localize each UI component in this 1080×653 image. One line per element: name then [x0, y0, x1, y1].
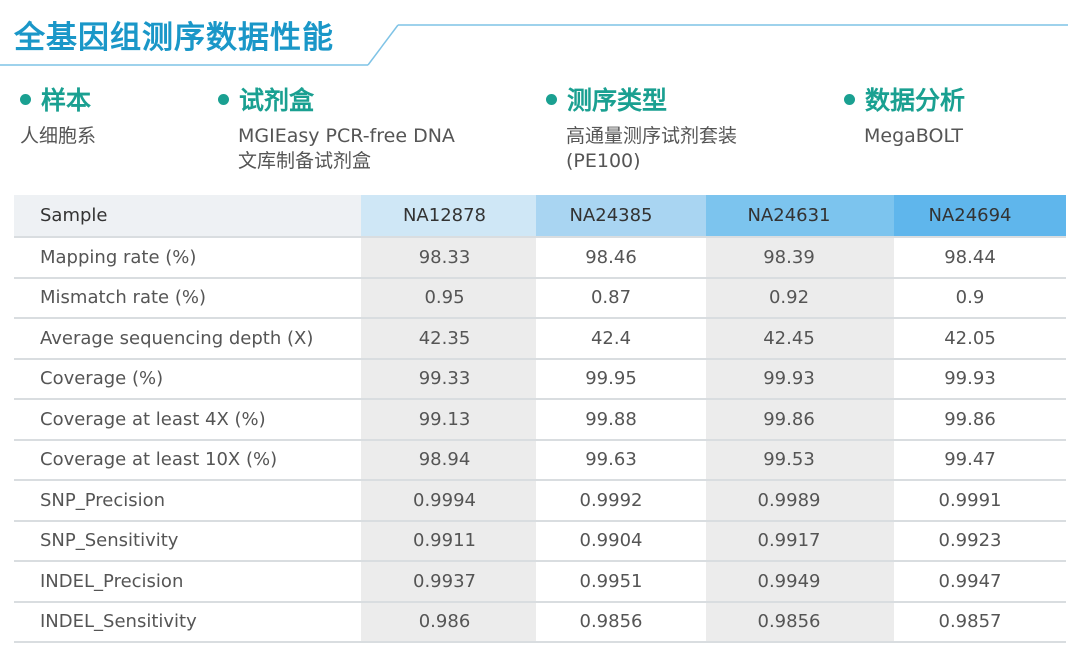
bullet-dot-icon — [218, 93, 229, 105]
table-row-label: INDEL_Precision — [14, 562, 361, 601]
info-sequencing-type-label: 测序类型 — [567, 86, 668, 115]
table-cell: 0.95 — [361, 278, 536, 317]
info-sequencing-type: 测序类型 高通量测序试剂套装 (PE100) — [546, 82, 737, 174]
table-cell: 99.86 — [894, 400, 1066, 439]
table-cell: 42.45 — [706, 319, 894, 358]
table-row-label: Mapping rate (%) — [14, 238, 361, 277]
info-data-analysis: 数据分析 MegaBOLT — [844, 82, 965, 149]
info-sequencing-type-line: 高通量测序试剂套装 — [566, 125, 738, 147]
table-row: SNP_Precision 0.9994 0.9992 0.9989 0.9991 — [14, 481, 1066, 522]
table-cell: 99.95 — [536, 359, 706, 398]
page-title: 全基因组测序数据性能 — [14, 20, 334, 56]
performance-table: Sample NA12878 NA24385 NA24631 NA24694 M… — [14, 195, 1066, 643]
table-row: Coverage at least 4X (%) 99.13 99.88 99.86 9… — [14, 400, 1066, 441]
table-header-cell: Sample — [14, 195, 361, 236]
table-row-label: SNP_Sensitivity — [14, 521, 361, 560]
table-cell: 0.9994 — [361, 481, 536, 520]
info-data-analysis-value: MegaBOLT — [844, 124, 965, 149]
table-cell: 0.9917 — [706, 521, 894, 560]
info-sample: 样本 人细胞系 — [20, 82, 96, 149]
table-row: INDEL_Precision 0.9937 0.9951 0.9949 0.9947 — [14, 562, 1066, 603]
table-cell: 99.13 — [361, 400, 536, 439]
info-data-analysis-label: 数据分析 — [865, 86, 966, 115]
title-underline-decoration — [0, 24, 1068, 66]
table-row-label: Mismatch rate (%) — [14, 278, 361, 317]
info-kit-value: MGIEasy PCR-free DNA 文库制备试剂盒 — [218, 124, 455, 174]
table-row: Coverage at least 10X (%) 98.94 99.63 99.53… — [14, 440, 1066, 481]
info-sample-value: 人细胞系 — [20, 124, 96, 149]
table-cell: 0.9923 — [894, 521, 1066, 560]
table-cell: 99.33 — [361, 359, 536, 398]
table-cell: 98.46 — [536, 238, 706, 277]
table-header-cell: NA24385 — [536, 195, 706, 236]
table-cell: 98.39 — [706, 238, 894, 277]
table-cell: 99.93 — [894, 359, 1066, 398]
table-cell: 0.9937 — [361, 562, 536, 601]
table-cell: 0.9856 — [706, 602, 894, 641]
info-sample-line: 人细胞系 — [20, 125, 97, 147]
table-cell: 0.9947 — [894, 562, 1066, 601]
table-row-label: INDEL_Sensitivity — [14, 602, 361, 641]
table-row-label: Coverage (%) — [14, 359, 361, 398]
table-cell: 0.9989 — [706, 481, 894, 520]
table-cell: 99.88 — [536, 400, 706, 439]
bullet-dot-icon — [20, 93, 31, 105]
table-header-row: Sample NA12878 NA24385 NA24631 NA24694 — [14, 195, 1066, 238]
table-cell: 0.9991 — [894, 481, 1066, 520]
table-row: Mapping rate (%) 98.33 98.46 98.39 98.44 — [14, 238, 1066, 279]
info-kit-label: 试剂盒 — [239, 86, 315, 115]
table-body: Mapping rate (%) 98.33 98.46 98.39 98.44 Mism… — [14, 238, 1066, 643]
table-row-label: Coverage at least 4X (%) — [14, 400, 361, 439]
table-row: SNP_Sensitivity 0.9911 0.9904 0.9917 0.9923 — [14, 521, 1066, 562]
table-cell: 42.35 — [361, 319, 536, 358]
table-cell: 42.05 — [894, 319, 1066, 358]
table-cell: 0.87 — [536, 278, 706, 317]
bullet-dot-icon — [844, 93, 855, 105]
table-row: Coverage (%) 99.33 99.95 99.93 99.93 — [14, 359, 1066, 400]
bullet-dot-icon — [546, 93, 557, 105]
table-cell: 0.9904 — [536, 521, 706, 560]
info-kit-line: MGIEasy PCR-free DNA — [238, 125, 455, 147]
table-cell: 0.92 — [706, 278, 894, 317]
table-cell: 0.9951 — [536, 562, 706, 601]
table-row-label: Coverage at least 10X (%) — [14, 440, 361, 479]
table-cell: 98.94 — [361, 440, 536, 479]
title-banner: 全基因组测序数据性能 — [0, 0, 1080, 70]
table-row-label: SNP_Precision — [14, 481, 361, 520]
table-header-cell: NA24631 — [706, 195, 894, 236]
table-cell: 99.53 — [706, 440, 894, 479]
table-cell: 99.86 — [706, 400, 894, 439]
table-row: Mismatch rate (%) 0.95 0.87 0.92 0.9 — [14, 278, 1066, 319]
info-kit-line: 文库制备试剂盒 — [238, 150, 372, 172]
info-kit: 试剂盒 MGIEasy PCR-free DNA 文库制备试剂盒 — [218, 82, 455, 174]
table-cell: 0.986 — [361, 602, 536, 641]
table-header-cell: NA12878 — [361, 195, 536, 236]
table-cell: 0.9857 — [894, 602, 1066, 641]
table-cell: 0.9911 — [361, 521, 536, 560]
table-cell: 98.44 — [894, 238, 1066, 277]
info-data-analysis-line: MegaBOLT — [864, 125, 964, 147]
table-cell: 99.93 — [706, 359, 894, 398]
table-cell: 0.9856 — [536, 602, 706, 641]
table-row: Average sequencing depth (X) 42.35 42.4 42.… — [14, 319, 1066, 360]
info-sample-label: 样本 — [41, 86, 92, 115]
table-cell: 98.33 — [361, 238, 536, 277]
info-sequencing-type-value: 高通量测序试剂套装 (PE100) — [546, 124, 737, 174]
table-cell: 0.9992 — [536, 481, 706, 520]
table-row-label: Average sequencing depth (X) — [14, 319, 361, 358]
table-cell: 0.9 — [894, 278, 1066, 317]
table-cell: 99.47 — [894, 440, 1066, 479]
table-cell: 99.63 — [536, 440, 706, 479]
info-sequencing-type-line: (PE100) — [566, 150, 641, 172]
table-cell: 0.9949 — [706, 562, 894, 601]
table-header-cell: NA24694 — [894, 195, 1066, 236]
table-cell: 42.4 — [536, 319, 706, 358]
table-row: INDEL_Sensitivity 0.986 0.9856 0.9856 0.9857 — [14, 602, 1066, 643]
